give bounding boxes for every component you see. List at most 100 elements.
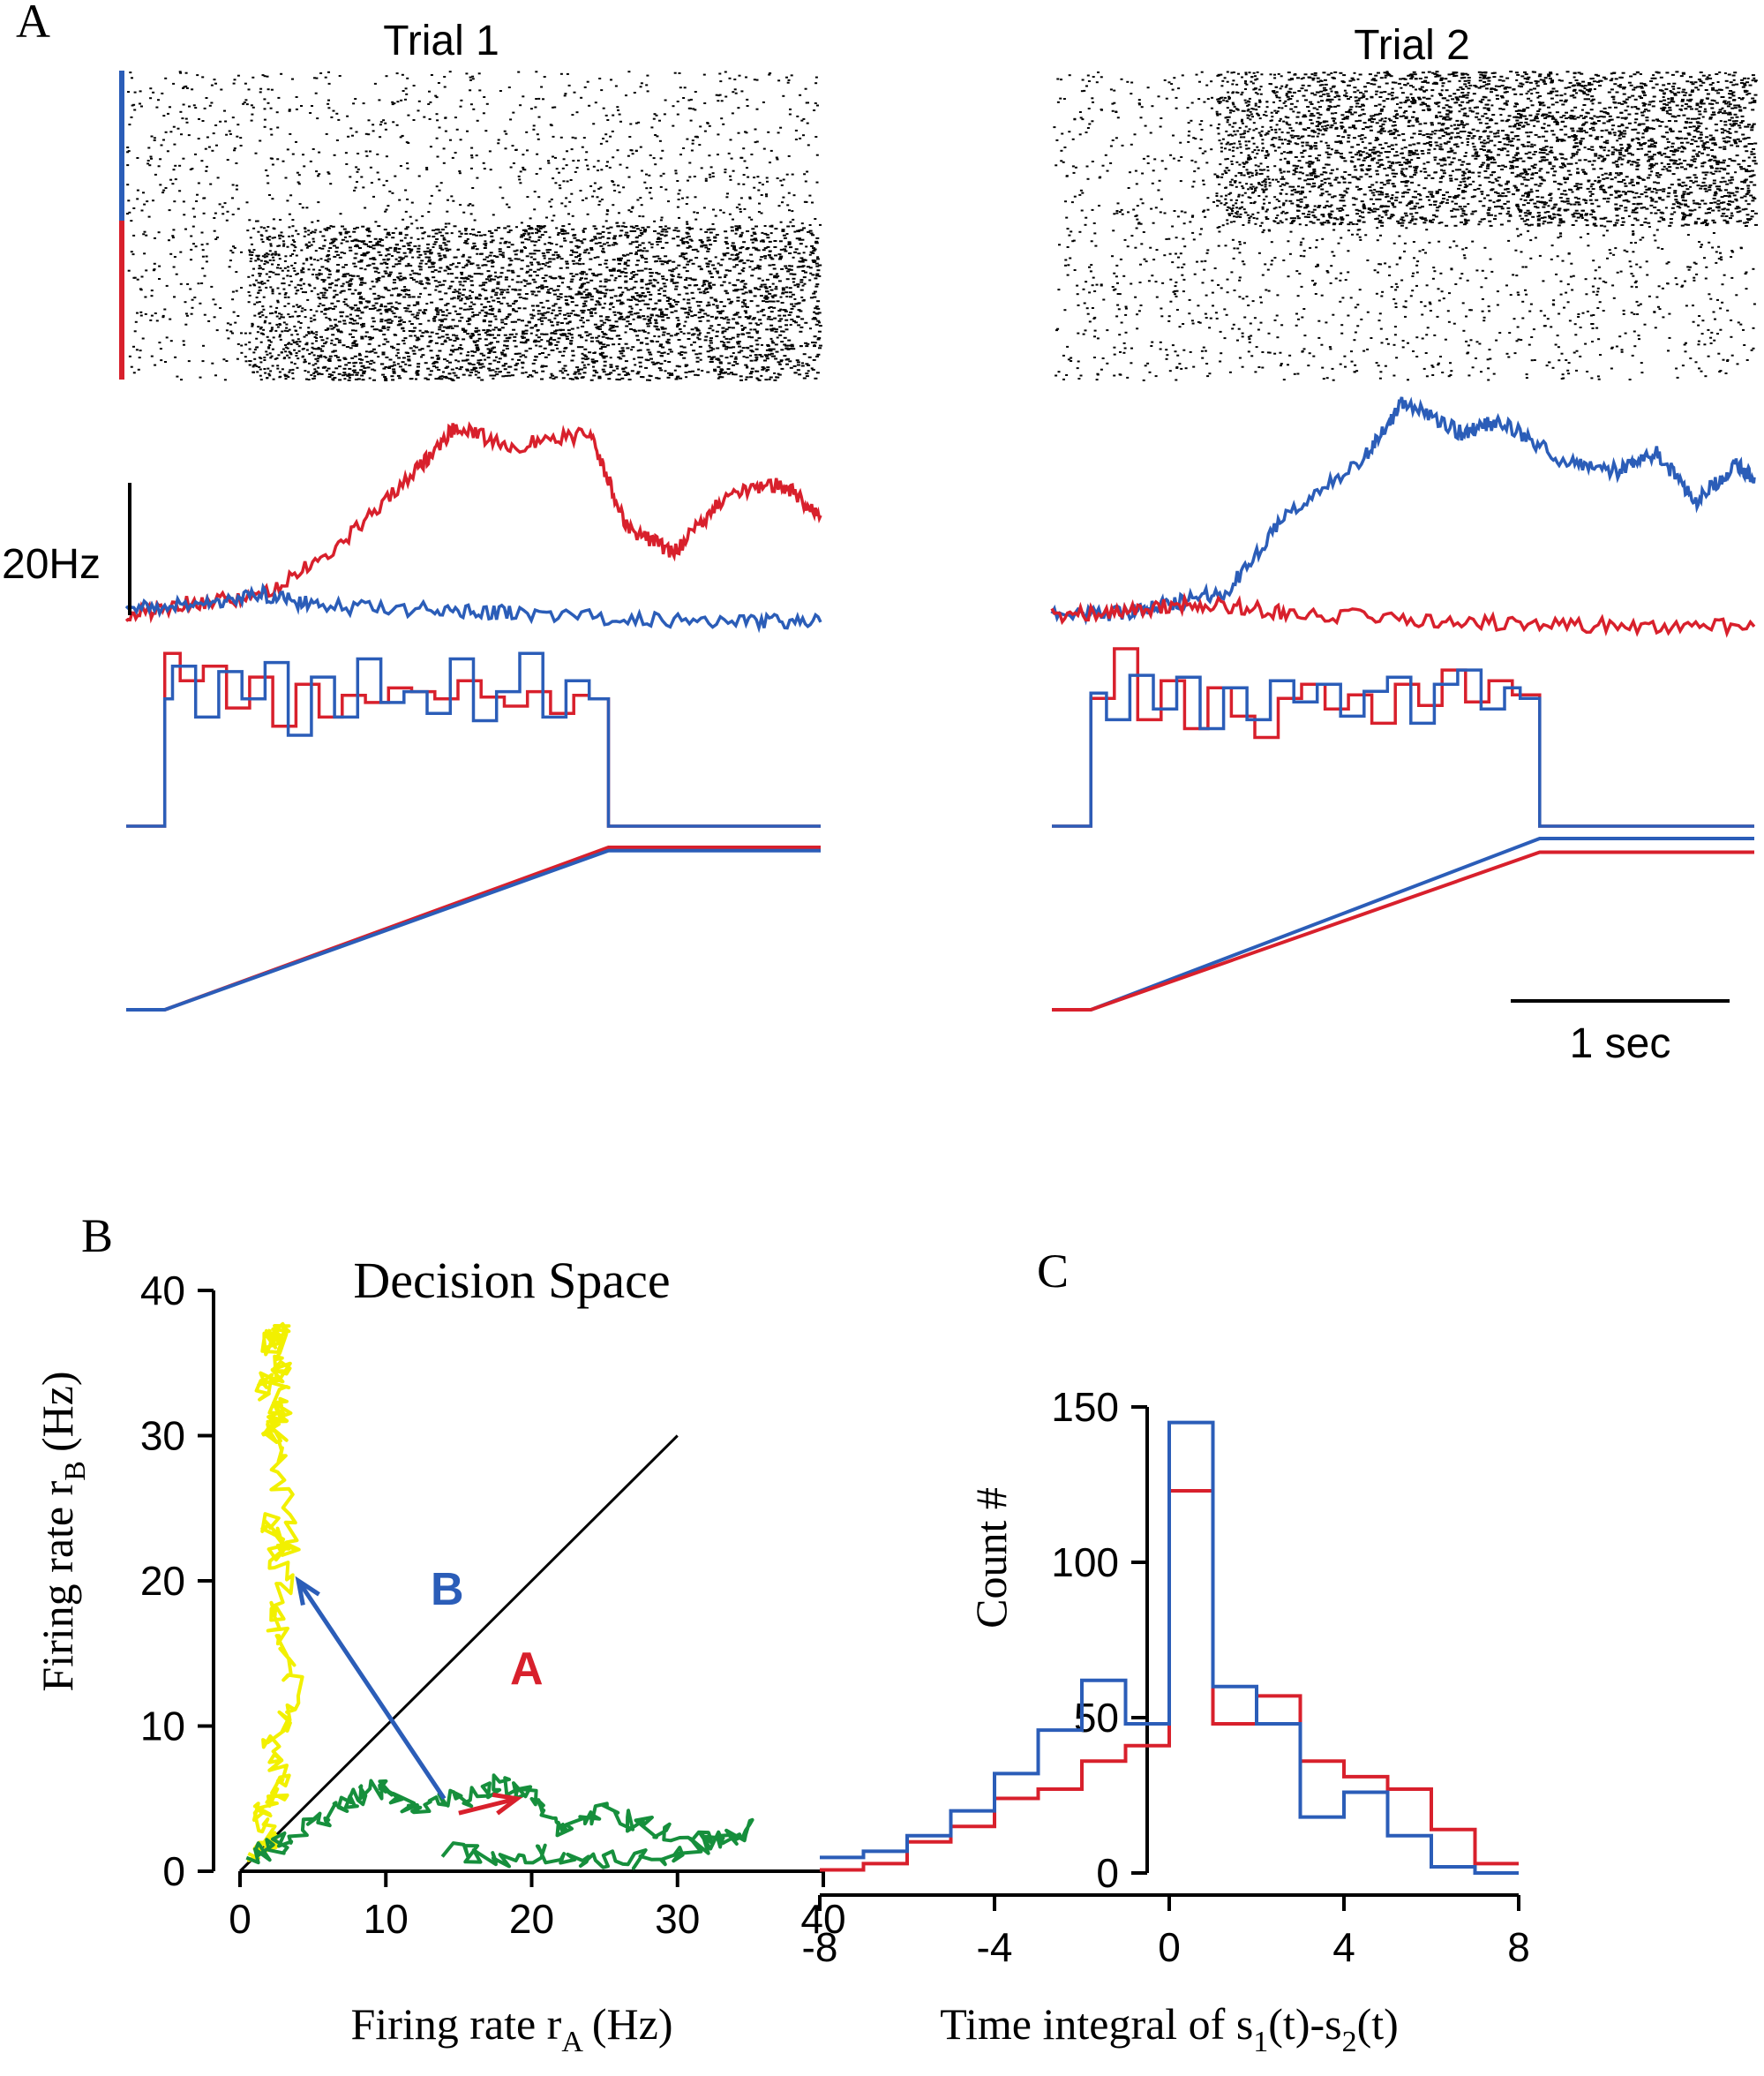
spike — [804, 342, 808, 344]
spike — [757, 189, 761, 192]
spike — [428, 118, 432, 120]
spike — [577, 335, 582, 337]
spike — [754, 267, 758, 269]
spike — [752, 231, 756, 234]
spike — [566, 150, 568, 153]
spike — [818, 264, 822, 267]
spike — [471, 78, 475, 80]
spike — [470, 315, 475, 318]
spike — [787, 242, 792, 244]
spike — [278, 335, 281, 338]
spike — [793, 251, 798, 253]
spike — [164, 187, 168, 189]
spike — [1703, 108, 1707, 110]
spike — [631, 276, 635, 279]
spike — [686, 263, 689, 266]
spike — [637, 356, 641, 358]
spike — [136, 157, 139, 159]
spike — [201, 76, 205, 79]
spike — [409, 215, 412, 218]
spike — [1705, 127, 1708, 130]
spike — [796, 285, 799, 288]
spike — [535, 344, 538, 347]
spike — [1658, 198, 1662, 200]
spike — [360, 323, 364, 326]
spike — [465, 263, 469, 266]
spike — [589, 248, 594, 251]
spike — [484, 290, 488, 291]
spike — [637, 249, 641, 252]
spike — [709, 286, 713, 289]
spike — [261, 314, 265, 317]
spike — [786, 270, 791, 273]
spike — [276, 267, 279, 269]
spike — [319, 354, 323, 357]
spike — [684, 258, 688, 260]
spike — [752, 238, 756, 241]
spike — [473, 244, 477, 247]
spike — [638, 244, 642, 246]
spike — [469, 372, 473, 373]
spike — [279, 234, 282, 237]
spike — [572, 262, 575, 265]
spike — [674, 285, 679, 288]
spike — [137, 368, 140, 371]
spike — [511, 271, 515, 274]
spike — [471, 311, 475, 313]
spike — [804, 321, 808, 324]
spike — [274, 252, 278, 255]
spike — [594, 237, 598, 240]
spike — [559, 267, 563, 269]
spike — [760, 355, 764, 357]
spike — [219, 307, 222, 309]
spike — [707, 304, 711, 306]
spike — [351, 275, 356, 277]
spike — [191, 88, 194, 91]
spike — [627, 154, 630, 157]
spike — [283, 305, 287, 307]
spike — [397, 260, 402, 262]
spike — [354, 361, 358, 364]
spike — [145, 269, 148, 272]
spike — [281, 269, 284, 272]
spike — [532, 128, 536, 131]
spike — [604, 316, 609, 319]
spike — [447, 240, 451, 243]
spike — [745, 312, 747, 314]
spike — [534, 106, 537, 109]
spike — [342, 301, 346, 303]
spike — [240, 332, 243, 335]
spike — [530, 263, 534, 266]
spike — [620, 225, 625, 228]
spike — [579, 240, 583, 243]
spike — [639, 197, 642, 199]
spike — [765, 297, 769, 299]
spike — [328, 270, 332, 273]
spike — [502, 256, 506, 259]
spike — [287, 269, 290, 272]
spike — [554, 344, 559, 346]
spike — [664, 308, 669, 311]
spike — [456, 348, 460, 350]
spike — [262, 296, 266, 298]
spike — [775, 285, 778, 288]
spike — [690, 239, 694, 242]
spike — [311, 274, 314, 275]
spike — [296, 290, 299, 292]
spike — [310, 290, 313, 292]
spike — [757, 211, 761, 213]
spike — [688, 259, 693, 261]
spike — [379, 320, 384, 323]
spike — [711, 264, 715, 267]
spike — [261, 255, 265, 258]
spike — [364, 300, 369, 303]
spike — [443, 358, 447, 361]
spike — [449, 264, 454, 267]
spike — [366, 235, 371, 237]
spike — [801, 362, 804, 365]
spike — [342, 372, 347, 374]
spike — [568, 200, 572, 203]
spike — [194, 153, 197, 155]
spike — [425, 282, 430, 284]
spike — [142, 233, 146, 236]
